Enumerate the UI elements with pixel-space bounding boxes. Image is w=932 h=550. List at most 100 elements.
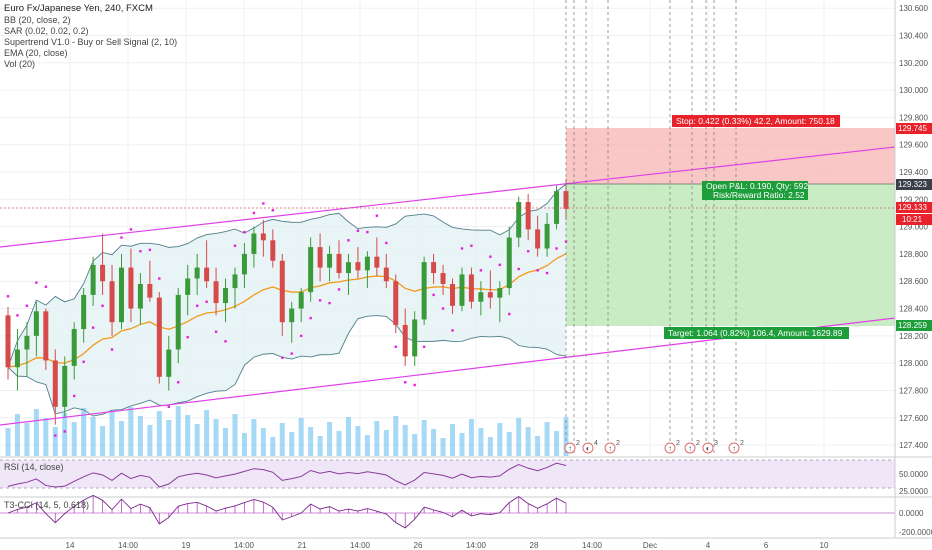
sar-dot [195, 304, 199, 308]
position-zones [566, 128, 895, 326]
candle-body [118, 267, 124, 323]
candle-body [345, 262, 351, 274]
volume-bar [137, 416, 143, 456]
target-price-text: 128.259 [898, 321, 927, 330]
candle-body [5, 315, 11, 368]
volume-bar [156, 411, 162, 456]
overlays [6, 183, 568, 437]
candle-body [506, 237, 512, 289]
channel-upper-line[interactable] [0, 146, 896, 248]
sar-dot [25, 304, 29, 308]
sar-dot [309, 316, 312, 320]
event-mark-glyph: ◐ [706, 444, 711, 453]
indicator-sar[interactable]: SAR (0.02, 0.02, 0.2) [4, 26, 89, 36]
sar-dot [470, 244, 473, 247]
event-mark-glyph: ↑ [732, 444, 736, 453]
time-axis[interactable]: 14 14:00 19 14:00 21 14:00 26 14:00 28 14:00 Dec 4 6… [0, 537, 932, 550]
target-label: Target: 1.064 (0.82%) 106.4, Amount: 162… [668, 328, 843, 338]
event-count: 2 [696, 440, 700, 447]
cci-line [7, 494, 567, 529]
volume-bar [544, 422, 550, 456]
price-tick-label: 128.000 [899, 359, 928, 368]
volume-bar [450, 424, 456, 456]
sar-dot [451, 329, 454, 332]
time-tick-label: 14:00 [234, 541, 255, 550]
volume-bar [459, 433, 465, 456]
price-tick-label: 127.600 [899, 414, 928, 423]
price-tick-label: 129.600 [899, 141, 928, 150]
sar-dot [224, 340, 227, 343]
candle-body [241, 253, 247, 275]
sar-dot [63, 430, 66, 433]
stop-label: Stop: 0.422 (0.33%) 42.2, Amount: 750.18 [676, 116, 835, 126]
indicator-vol[interactable]: Vol (20) [4, 59, 35, 69]
volume-bar [468, 419, 474, 456]
event-mark-glyph: ◐ [586, 444, 591, 453]
indicator-ema[interactable]: EMA (20, close) [4, 48, 68, 58]
sar-dot [262, 202, 265, 205]
sar-dot [205, 300, 208, 303]
cci-histogram [17, 495, 567, 528]
stop-price-text: 129.745 [898, 124, 927, 133]
sar-dot [385, 241, 388, 245]
sar-dot [356, 229, 360, 232]
volume-bar [525, 427, 531, 456]
volume-bar [402, 425, 408, 456]
candle-body [516, 202, 522, 238]
sar-dot [375, 214, 379, 217]
last-price-text: 129.133 [898, 203, 927, 212]
volume-bar [185, 415, 191, 456]
rsi-tick-25: 25.0000 [899, 487, 928, 496]
candle-body [383, 267, 389, 282]
candle-body [554, 191, 560, 224]
sar-dot [233, 244, 237, 247]
time-tick-label: 6 [764, 541, 769, 550]
volume-bar [535, 436, 541, 456]
bollinger-lower [7, 315, 567, 417]
volume-bar [421, 420, 427, 456]
event-lines [565, 0, 737, 456]
volume-bar [440, 438, 446, 456]
cci-label[interactable]: T3-CCI (14, 5, 0.618) [4, 500, 89, 510]
candle-body [459, 274, 465, 306]
price-tick-label: 128.600 [899, 277, 928, 286]
stop-price-badge [896, 123, 932, 134]
target-label-box [664, 327, 849, 339]
event-markers[interactable]: ↑2◐4↑2↑2↑2◐3↑2 [564, 440, 744, 454]
candle-body [270, 240, 276, 261]
time-tick-label: Dec [643, 541, 657, 550]
volume-bar [5, 428, 11, 456]
volume-bar [289, 432, 295, 456]
event-count: 4 [594, 440, 598, 447]
position-labels: Stop: 0.422 (0.33%) 42.2, Amount: 750.18… [664, 115, 849, 339]
volume-bar [336, 431, 342, 456]
volume-bar [270, 437, 276, 456]
rsi-label[interactable]: RSI (14, close) [4, 462, 64, 472]
volume-bar [43, 418, 49, 456]
volume-bar [393, 416, 399, 456]
price-tick-label: 130.600 [899, 4, 928, 13]
candle-body [412, 319, 418, 357]
time-tick-label: 14 [66, 541, 75, 550]
entry-price-badge [896, 179, 932, 190]
candle-body [137, 283, 143, 309]
stop-zone [566, 128, 895, 184]
sar-dot [243, 230, 246, 234]
indicator-supertrend[interactable]: Supertrend V1.0 - Buy or Sell Signal (2,… [4, 37, 177, 47]
volume-bar [232, 414, 238, 456]
sar-dot [91, 326, 95, 329]
price-tick-label: 129.200 [899, 195, 928, 204]
sar-dot [498, 263, 501, 267]
sar-dot [129, 228, 133, 231]
bollinger-band-fill [8, 184, 566, 417]
indicator-bb[interactable]: BB (20, close, 2) [4, 15, 71, 25]
candle-body [33, 311, 39, 336]
time-tick-label: 28 [530, 541, 539, 550]
candle-body [128, 267, 134, 309]
volume-bar [563, 417, 569, 456]
sar-dot [148, 248, 152, 252]
volume-bar [175, 406, 181, 456]
price-axis[interactable]: 130.600 130.400 130.200 130.000 129.800 129.6… [894, 0, 928, 538]
sar-dot [73, 394, 76, 398]
